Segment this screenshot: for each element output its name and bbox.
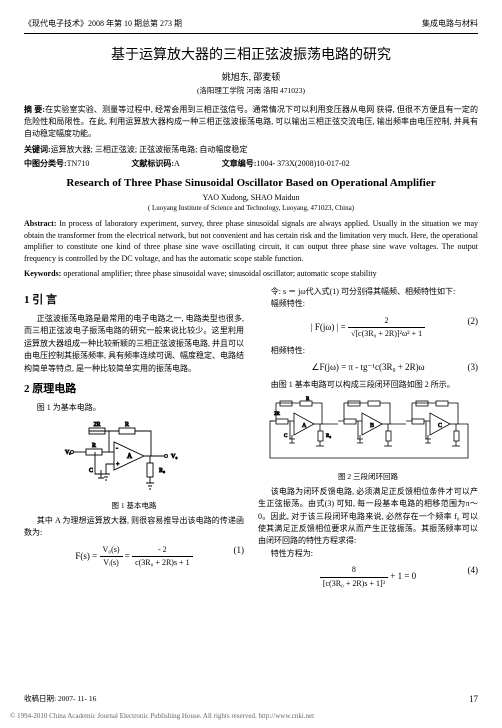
r-p3: 相频特性: [258, 345, 478, 357]
equation-4: 8[c(3R₀ + 2R)s + 1]³ + 1 = 0 (4) [258, 564, 478, 590]
equation-3: ∠F(jω) = π - tg⁻¹c(3R₀ + 2R)ω (3) [258, 361, 478, 375]
svg-text:R₀: R₀ [159, 468, 165, 474]
section-2-heading: 2 原理电路 [24, 381, 244, 398]
header-left: 《现代电子技术》2008 年第 10 期总第 273 期 [24, 18, 182, 29]
fig2-caption: 图 2 三段闭环回路 [258, 471, 478, 483]
received-date: 收稿日期: 2007- 11- 16 [24, 693, 96, 704]
svg-text:R: R [92, 443, 96, 449]
svg-text:C: C [284, 434, 288, 439]
header-bar: 《现代电子技术》2008 年第 10 期总第 273 期 集成电路与材料 [24, 18, 478, 29]
figure-2: 2RR R₀C A B [264, 395, 472, 467]
r-p6: 特性方程为: [258, 548, 478, 560]
authors-en: YAO Xudong, SHAO Maidun [24, 193, 478, 202]
s2-p1: 图 1 为基本电路。 [24, 402, 244, 414]
figure-1: 2R R Vᵢ R A -+ V₀ R₀ C [59, 418, 209, 496]
svg-text:R: R [125, 422, 129, 428]
r-p5: 该电路为闭环反馈电路, 必须满足正反馈相位条件才可以产生正弦振荡。由式(3) 可… [258, 486, 478, 548]
svg-text:R₀: R₀ [326, 434, 331, 439]
svg-text:A: A [127, 452, 132, 460]
authors-cn: 姚旭东, 邵麦顿 [24, 70, 478, 83]
r-p1: 令: s ＝ jω代入式(1) 可分别得其幅频、相频特性如下: [258, 286, 478, 298]
affil-en: ( Luoyang Institute of Science and Techn… [24, 204, 478, 212]
abstract-cn: 摘 要:在实验室实验、测量等过程中, 经常会用到三相正弦信号。通常情况下可以利用… [24, 104, 478, 140]
meta-line: 中图分类号:TN710 文献标识码:A 文章编号:1004- 373X(2008… [24, 158, 478, 169]
svg-text:Vᵢ: Vᵢ [65, 450, 70, 456]
keywords-cn: 关键词:运算放大器; 三相正弦波; 正弦波振荡电路; 自动幅度稳定 [24, 144, 478, 156]
fig1-caption: 图 1 基本电路 [24, 500, 244, 512]
svg-text:V₀: V₀ [171, 454, 177, 460]
svg-text:C: C [89, 468, 93, 474]
two-column-body: 1 引 言 正弦波振荡电路是最常用的电子电路之一, 电路类型也很多, 而三相正弦… [24, 286, 478, 594]
svg-text:-: - [116, 446, 118, 452]
header-rule [24, 33, 478, 34]
equation-2: | F(jω) | = 2√[c(3R₀ + 2R)]²ω² + 1 (2) [258, 315, 478, 341]
abstract-cn-label: 摘 要: [24, 105, 45, 114]
right-column: 令: s ＝ jω代入式(1) 可分别得其幅频、相频特性如下: 幅频特性: | … [258, 286, 478, 594]
svg-text:2R: 2R [274, 412, 281, 417]
copyright: © 1994-2010 China Academic Journal Elect… [10, 712, 314, 720]
svg-text:A: A [302, 423, 307, 429]
s2-p2: 其中 A 为理想运算放大器, 则很容易推导出该电路的传递函数为: [24, 515, 244, 540]
section-1-heading: 1 引 言 [24, 292, 244, 309]
abstract-en: Abstract: In process of laboratory exper… [24, 218, 478, 264]
r-p4: 由图 1 基本电路可以构成三段闭环回路如图 2 所示。 [258, 379, 478, 391]
svg-text:2R: 2R [93, 422, 100, 428]
left-column: 1 引 言 正弦波振荡电路是最常用的电子电路之一, 电路类型也很多, 而三相正弦… [24, 286, 244, 594]
keywords-en: Keywords: operational amplifier; three p… [24, 268, 478, 280]
svg-text:C: C [438, 423, 442, 429]
svg-text:B: B [370, 423, 374, 429]
page-number: 17 [469, 694, 478, 704]
equation-1: F(s) = V₀(s)Vᵢ(s) = - 2c(3R₀ + 2R)s + 1 … [24, 544, 244, 570]
r-p2: 幅频特性: [258, 298, 478, 310]
title-en: Research of Three Phase Sinusoidal Oscil… [24, 177, 478, 189]
s1-p1: 正弦波振荡电路是最常用的电子电路之一, 电路类型也很多, 而三相正弦波电子振荡电… [24, 313, 244, 375]
affil-cn: (洛阳理工学院 河南 洛阳 471023) [24, 85, 478, 96]
title-cn: 基于运算放大器的三相正弦波振荡电路的研究 [24, 44, 478, 64]
header-right: 集成电路与材料 [422, 18, 478, 29]
